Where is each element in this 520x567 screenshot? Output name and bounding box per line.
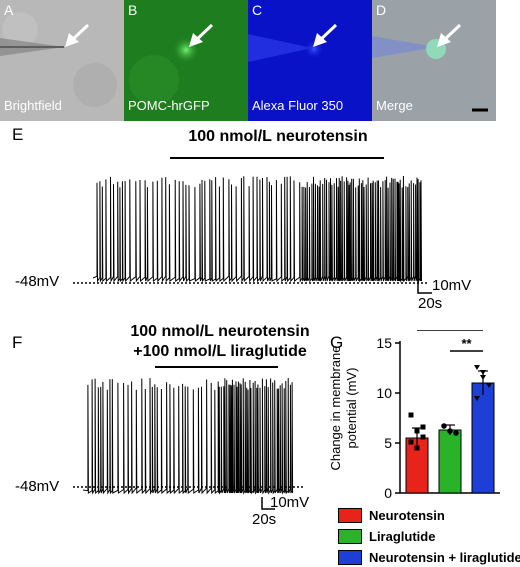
scale-bar-f: [261, 497, 275, 510]
panel-merge: D Merge: [372, 0, 496, 121]
legend-swatch-neurotensin: [338, 508, 362, 523]
legend-swatch-liraglutide: [338, 529, 362, 544]
panel-letter-c: C: [252, 2, 263, 18]
panel-letter-d: D: [376, 2, 387, 18]
baseline-label-e: -48mV: [15, 273, 60, 290]
y-tick-label: 15: [376, 335, 392, 351]
panel-caption-d: Merge: [376, 98, 413, 113]
bar-2: [471, 382, 495, 494]
scale-bar-e: [417, 278, 432, 294]
y-axis-label-line1: Change in membrane: [328, 345, 343, 470]
legend-label-combined: Neurotensin + liraglutide: [369, 550, 520, 565]
data-point: [480, 370, 486, 375]
drug-label-f-line1: 100 nmol/L neurotensin: [130, 323, 310, 340]
panel-brightfield: A Brightfield: [0, 0, 124, 121]
voltage-scale-e: 10mV: [432, 277, 472, 294]
drug-label-f-line2: +100 nmol/L liraglutide: [133, 343, 307, 360]
panel-letter-a: A: [4, 2, 14, 18]
legend-label-liraglutide: Liraglutide: [369, 529, 436, 544]
y-axis-label-line2: potential (mV): [344, 368, 359, 449]
data-point: [441, 423, 447, 429]
significance-label-1: **: [461, 336, 472, 351]
panel-caption-c: Alexa Fluor 350: [252, 98, 344, 113]
drug-label-e: 100 nmol/L neurotensin: [188, 128, 368, 145]
brightfield-image: [0, 0, 124, 121]
legend-swatch-combined: [338, 550, 362, 565]
gfp-image: [124, 0, 248, 121]
data-point: [420, 424, 426, 430]
voltage-trace-e: [92, 175, 422, 283]
data-point: [474, 365, 480, 370]
bar-1: [438, 429, 462, 494]
alexa-image: [248, 0, 372, 121]
voltage-scale-f: 10mV: [270, 494, 310, 511]
data-point: [414, 428, 420, 434]
panel-letter-g: G: [330, 333, 344, 352]
data-point: [480, 375, 486, 380]
data-point: [474, 396, 480, 401]
panel-gfp: B POMC-hrGFP: [124, 0, 248, 121]
bar-chart: 0 5 10 15 Change in membrane potential (mV) **…: [328, 330, 500, 501]
panel-letter-e: E: [12, 125, 24, 144]
data-point: [447, 428, 453, 434]
panel-letter-f: F: [12, 333, 23, 352]
panel-letter-b: B: [128, 2, 138, 18]
baseline-label-f: -48mV: [15, 478, 60, 495]
data-point: [453, 430, 459, 436]
panel-caption-b: POMC-hrGFP: [128, 98, 210, 113]
panel-caption-a: Brightfield: [4, 98, 62, 113]
y-tick-label: 10: [376, 385, 392, 401]
legend-label-neurotensin: Neurotensin: [369, 508, 445, 523]
voltage-trace-f: [82, 377, 294, 495]
data-point: [420, 434, 426, 440]
time-scale-e: 20s: [418, 295, 443, 312]
data-point: [414, 445, 420, 451]
y-tick-label: 0: [384, 485, 392, 501]
data-point: [408, 412, 414, 418]
data-point: [486, 383, 492, 388]
time-scale-f: 20s: [252, 511, 277, 528]
data-point: [408, 439, 414, 445]
panel-alexa: C Alexa Fluor 350: [248, 0, 372, 121]
merge-image: [372, 0, 496, 121]
y-tick-label: 5: [384, 435, 392, 451]
